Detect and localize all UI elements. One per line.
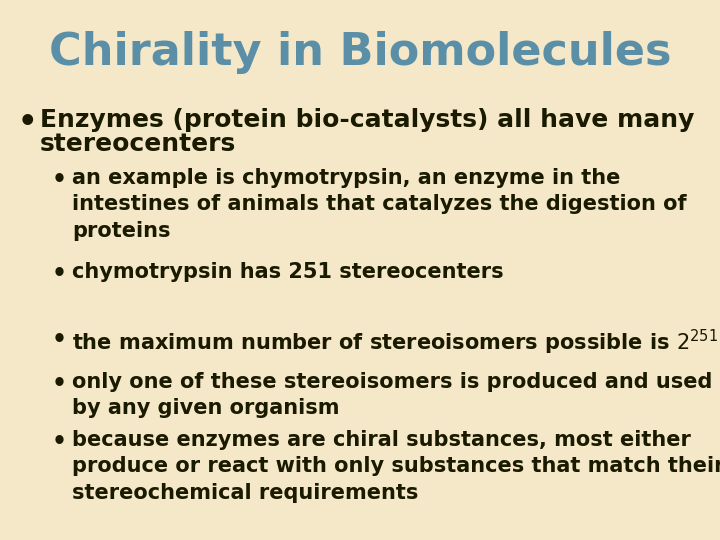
Text: the maximum number of stereoisomers possible is $2^{251}$!: the maximum number of stereoisomers poss… <box>72 328 720 357</box>
Text: chymotrypsin has 251 stereocenters: chymotrypsin has 251 stereocenters <box>72 262 503 282</box>
Text: because enzymes are chiral substances, most either
produce or react with only su: because enzymes are chiral substances, m… <box>72 430 720 503</box>
Text: only one of these stereoisomers is produced and used
by any given organism: only one of these stereoisomers is produ… <box>72 372 712 418</box>
Text: •: • <box>52 372 67 396</box>
Text: •: • <box>52 430 67 454</box>
Text: Chirality in Biomolecules: Chirality in Biomolecules <box>49 30 671 73</box>
Text: •: • <box>18 108 37 137</box>
Text: •: • <box>52 262 67 286</box>
Text: stereocenters: stereocenters <box>40 132 236 156</box>
Text: an example is chymotrypsin, an enzyme in the
intestines of animals that catalyze: an example is chymotrypsin, an enzyme in… <box>72 168 687 241</box>
Text: •: • <box>52 168 67 192</box>
Text: •: • <box>52 328 67 352</box>
Text: Enzymes (protein bio-catalysts) all have many: Enzymes (protein bio-catalysts) all have… <box>40 108 694 132</box>
